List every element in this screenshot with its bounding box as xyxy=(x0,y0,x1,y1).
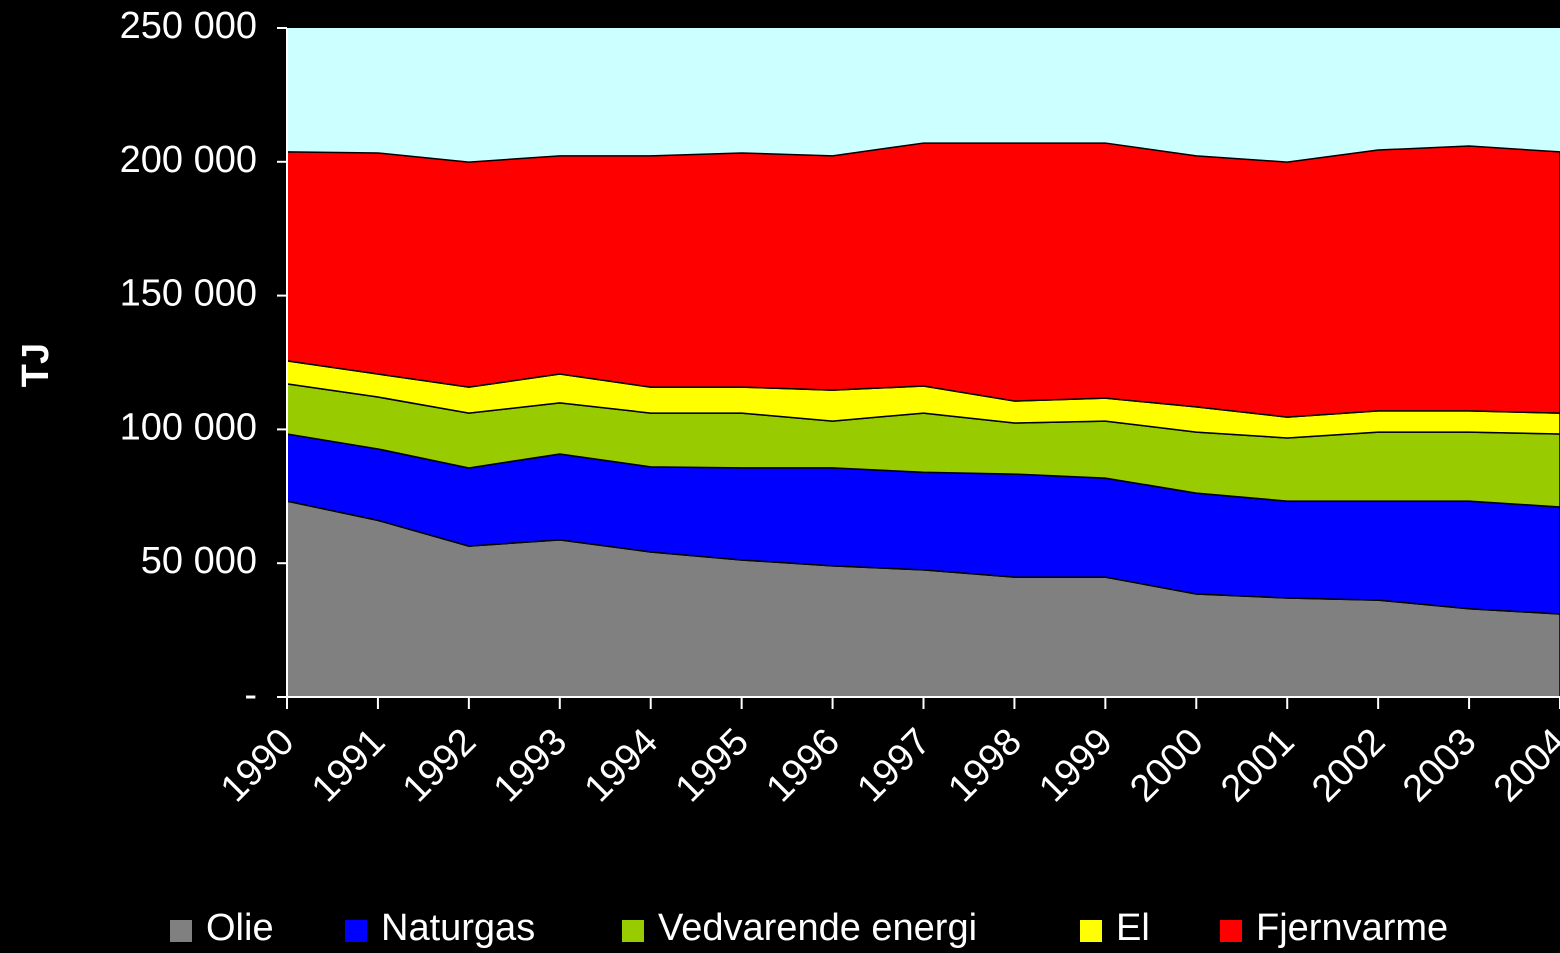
y-tick-label: 100 000 xyxy=(120,406,257,448)
legend-swatch xyxy=(345,920,367,942)
x-tick-label: 1993 xyxy=(486,721,575,810)
x-tick-label: 1998 xyxy=(940,721,1029,810)
x-tick-label: 1992 xyxy=(395,721,484,810)
y-tick-label: - xyxy=(244,674,257,716)
x-tick-label: 1999 xyxy=(1031,721,1120,810)
x-tick-label: 2003 xyxy=(1395,721,1484,810)
area xyxy=(286,142,1560,418)
legend-label: El xyxy=(1116,907,1150,949)
legend-label: Naturgas xyxy=(381,907,535,949)
x-tick-label: 1995 xyxy=(668,721,757,810)
y-tick-label: 200 000 xyxy=(120,139,257,181)
x-tick-label: 2004 xyxy=(1486,721,1560,810)
y-tick-label: 250 000 xyxy=(120,5,257,47)
x-tick-label: 1996 xyxy=(759,721,848,810)
x-tick-label: 1997 xyxy=(849,721,938,810)
legend-swatch xyxy=(1080,920,1102,942)
legend-swatch xyxy=(1220,920,1242,942)
y-tick-label: 50 000 xyxy=(141,540,257,582)
legend-label: Olie xyxy=(206,907,274,949)
y-axis-label: TJ xyxy=(15,343,57,387)
x-tick-label: 1994 xyxy=(577,721,666,810)
y-tick-label: 150 000 xyxy=(120,273,257,315)
legend-label: Fjernvarme xyxy=(1256,907,1448,949)
legend-swatch xyxy=(622,920,644,942)
x-tick-label: 1991 xyxy=(304,721,393,810)
legend-label: Vedvarende energi xyxy=(658,907,977,949)
x-tick-label: 2000 xyxy=(1122,721,1211,810)
x-tick-label: 2001 xyxy=(1213,721,1302,810)
x-tick-label: 1990 xyxy=(213,721,302,810)
legend-swatch xyxy=(170,920,192,942)
x-tick-label: 2002 xyxy=(1304,721,1393,810)
